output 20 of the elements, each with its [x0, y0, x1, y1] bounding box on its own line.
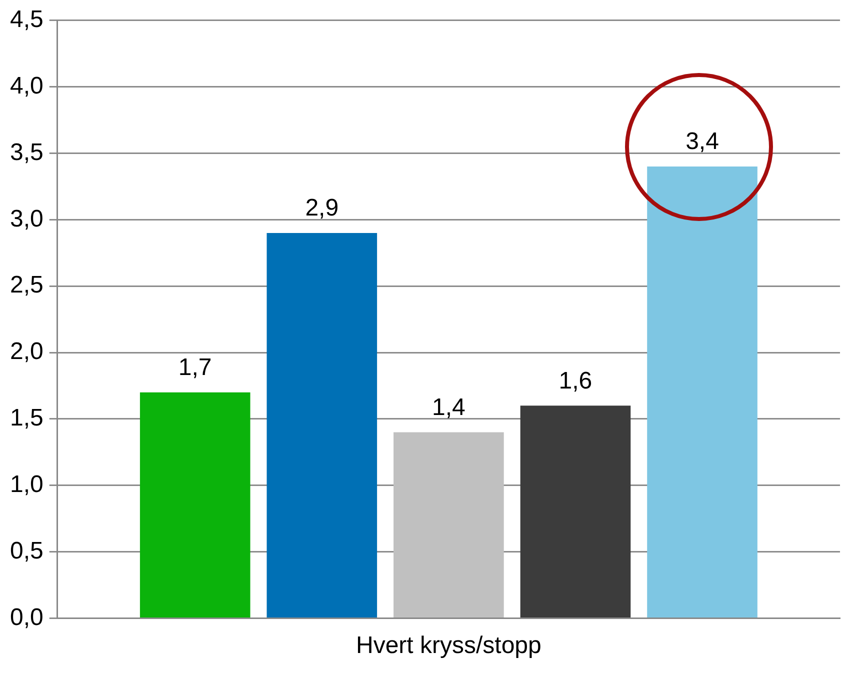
y-tick-label: 4,0 — [10, 72, 44, 100]
y-tick-label: 2,0 — [10, 338, 44, 366]
y-tick-label: 3,0 — [10, 205, 44, 232]
y-tick-label: 0,0 — [10, 604, 44, 631]
y-tick-label: 1,5 — [10, 404, 44, 432]
bar — [266, 232, 378, 618]
data-label: 1,4 — [432, 394, 466, 421]
y-tick-label: 2,5 — [10, 272, 44, 299]
data-label: 1,6 — [558, 367, 592, 394]
data-label: 1,7 — [178, 354, 212, 381]
data-label: 2,9 — [305, 194, 339, 222]
bar — [140, 392, 250, 618]
x-tick-label: Hvert kryss/stopp — [356, 632, 542, 660]
y-tick-label: 3,5 — [10, 138, 44, 166]
data-label: 3,4 — [686, 128, 719, 156]
y-tick-label: 1,0 — [10, 470, 44, 498]
bar — [520, 406, 631, 618]
y-tick-label: 4,5 — [10, 6, 44, 34]
y-tick-label: 0,5 — [10, 537, 44, 564]
bar — [394, 432, 504, 618]
